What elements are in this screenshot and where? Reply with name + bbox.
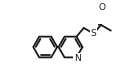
Text: S: S [91, 29, 96, 38]
Text: N: N [74, 54, 80, 63]
Text: O: O [98, 3, 105, 12]
